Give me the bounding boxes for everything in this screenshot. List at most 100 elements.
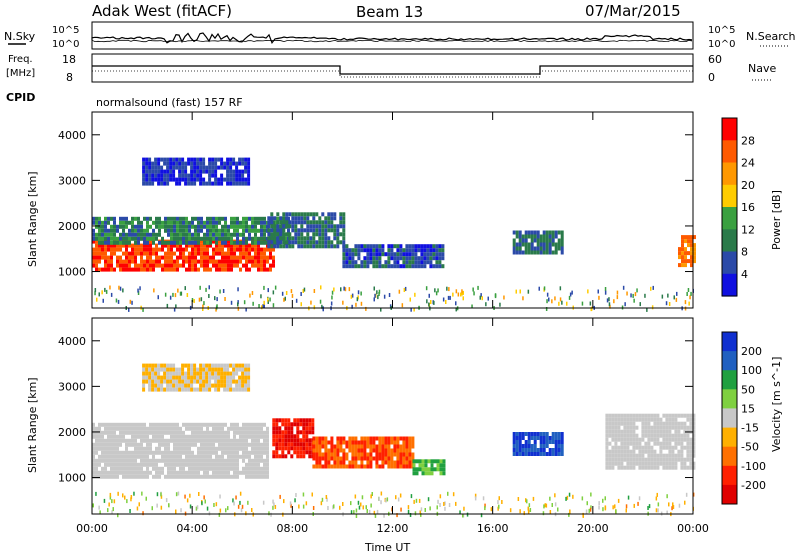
heatmap-cell bbox=[312, 224, 316, 229]
heatmap-cell bbox=[208, 157, 212, 162]
heatmap-cell bbox=[247, 363, 251, 368]
heatmap-cell bbox=[125, 438, 128, 443]
scatter-speck bbox=[245, 511, 247, 516]
heatmap-cell bbox=[194, 251, 197, 256]
heatmap-cell bbox=[560, 242, 564, 247]
heatmap-cell bbox=[402, 464, 406, 469]
heatmap-cell bbox=[396, 464, 400, 469]
heatmap-cell bbox=[148, 379, 152, 384]
heatmap-cell bbox=[203, 263, 206, 268]
heatmap-cell bbox=[278, 446, 282, 451]
heatmap-cell bbox=[245, 263, 248, 268]
scatter-speck bbox=[350, 294, 353, 299]
heatmap-cell bbox=[521, 250, 525, 255]
heatmap-cell bbox=[321, 228, 325, 233]
heatmap-cell bbox=[539, 440, 543, 444]
heatmap-cell bbox=[209, 255, 212, 260]
heatmap-cell bbox=[530, 238, 534, 243]
heatmap-cell bbox=[176, 216, 179, 221]
scatter-speck bbox=[196, 505, 199, 510]
heatmap-cell bbox=[209, 458, 212, 463]
heatmap-cell bbox=[306, 212, 310, 217]
heatmap-cell bbox=[251, 240, 254, 245]
heatmap-cell bbox=[620, 429, 624, 434]
heatmap-cell bbox=[266, 454, 269, 459]
heatmap-cell bbox=[424, 459, 428, 464]
heatmap-cell bbox=[185, 240, 188, 245]
heatmap-cell bbox=[134, 255, 137, 260]
heatmap-cell bbox=[113, 446, 116, 451]
scatter-speck bbox=[418, 498, 421, 503]
heatmap-cell bbox=[205, 371, 209, 376]
heatmap-cell bbox=[241, 157, 245, 162]
heatmap-cell bbox=[98, 224, 101, 229]
heatmap-cell bbox=[188, 426, 191, 431]
heatmap-cell bbox=[206, 430, 209, 435]
heatmap-cell bbox=[245, 243, 248, 248]
heatmap-cell bbox=[384, 260, 388, 265]
heatmap-cell bbox=[224, 474, 227, 479]
scatter-speck bbox=[665, 301, 668, 306]
heatmap-cell bbox=[212, 263, 215, 268]
heatmap-cell bbox=[98, 446, 101, 451]
heatmap-cell bbox=[116, 438, 119, 443]
heatmap-cell bbox=[235, 363, 239, 368]
heatmap-cell bbox=[110, 442, 113, 447]
heatmap-cell bbox=[396, 456, 400, 461]
heatmap-cell bbox=[95, 458, 98, 463]
scatter-speck bbox=[606, 298, 609, 303]
heatmap-cell bbox=[232, 161, 236, 166]
heatmap-cell bbox=[315, 232, 319, 237]
heatmap-cell bbox=[148, 383, 152, 388]
heatmap-cell bbox=[674, 425, 678, 430]
heatmap-cell bbox=[545, 250, 549, 255]
heatmap-cell bbox=[134, 267, 137, 272]
heatmap-cell bbox=[318, 236, 322, 241]
heatmap-cell bbox=[312, 228, 316, 233]
heatmap-cell bbox=[312, 436, 316, 441]
heatmap-cell bbox=[306, 220, 310, 225]
heatmap-cell bbox=[272, 422, 276, 427]
heatmap-cell bbox=[390, 244, 394, 249]
heatmap-cell bbox=[266, 474, 269, 479]
heatmap-cell bbox=[242, 263, 245, 268]
heatmap-cell bbox=[146, 446, 149, 451]
heatmap-cell bbox=[125, 462, 128, 467]
scatter-speck bbox=[557, 507, 559, 512]
heatmap-cell bbox=[366, 452, 370, 457]
heatmap-cell bbox=[680, 437, 684, 442]
heatmap-cell bbox=[197, 267, 200, 272]
heatmap-cell bbox=[125, 243, 128, 248]
heatmap-cell bbox=[357, 452, 361, 457]
heatmap-cell bbox=[635, 437, 639, 442]
heatmap-cell bbox=[170, 259, 173, 264]
scatter-speck bbox=[604, 505, 607, 510]
heatmap-cell bbox=[291, 216, 295, 221]
heatmap-cell bbox=[143, 458, 146, 463]
heatmap-cell bbox=[312, 440, 316, 445]
heatmap-cell bbox=[143, 470, 146, 475]
heatmap-cell bbox=[617, 437, 621, 442]
heatmap-cell bbox=[227, 247, 230, 252]
heatmap-cell bbox=[393, 244, 397, 249]
heatmap-cell bbox=[167, 251, 170, 256]
heatmap-cell bbox=[533, 432, 537, 436]
heatmap-cell bbox=[101, 422, 104, 427]
heatmap-cell bbox=[154, 157, 158, 162]
heatmap-cell bbox=[140, 228, 143, 233]
scatter-speck bbox=[203, 495, 205, 500]
scatter-speck bbox=[374, 513, 377, 518]
scatter-speck bbox=[686, 292, 688, 296]
x-tick-label: 00:00 bbox=[76, 522, 108, 535]
heatmap-cell bbox=[224, 228, 227, 233]
heatmap-cell bbox=[641, 461, 645, 466]
heatmap-cell bbox=[227, 426, 230, 431]
heatmap-cell bbox=[98, 228, 101, 233]
heatmap-cell bbox=[254, 243, 257, 248]
scatter-speck bbox=[208, 285, 210, 290]
heatmap-cell bbox=[218, 251, 221, 256]
heatmap-cell bbox=[98, 434, 101, 439]
heatmap-cell bbox=[92, 216, 95, 221]
heatmap-cell bbox=[542, 230, 546, 235]
heatmap-cell bbox=[357, 448, 361, 453]
